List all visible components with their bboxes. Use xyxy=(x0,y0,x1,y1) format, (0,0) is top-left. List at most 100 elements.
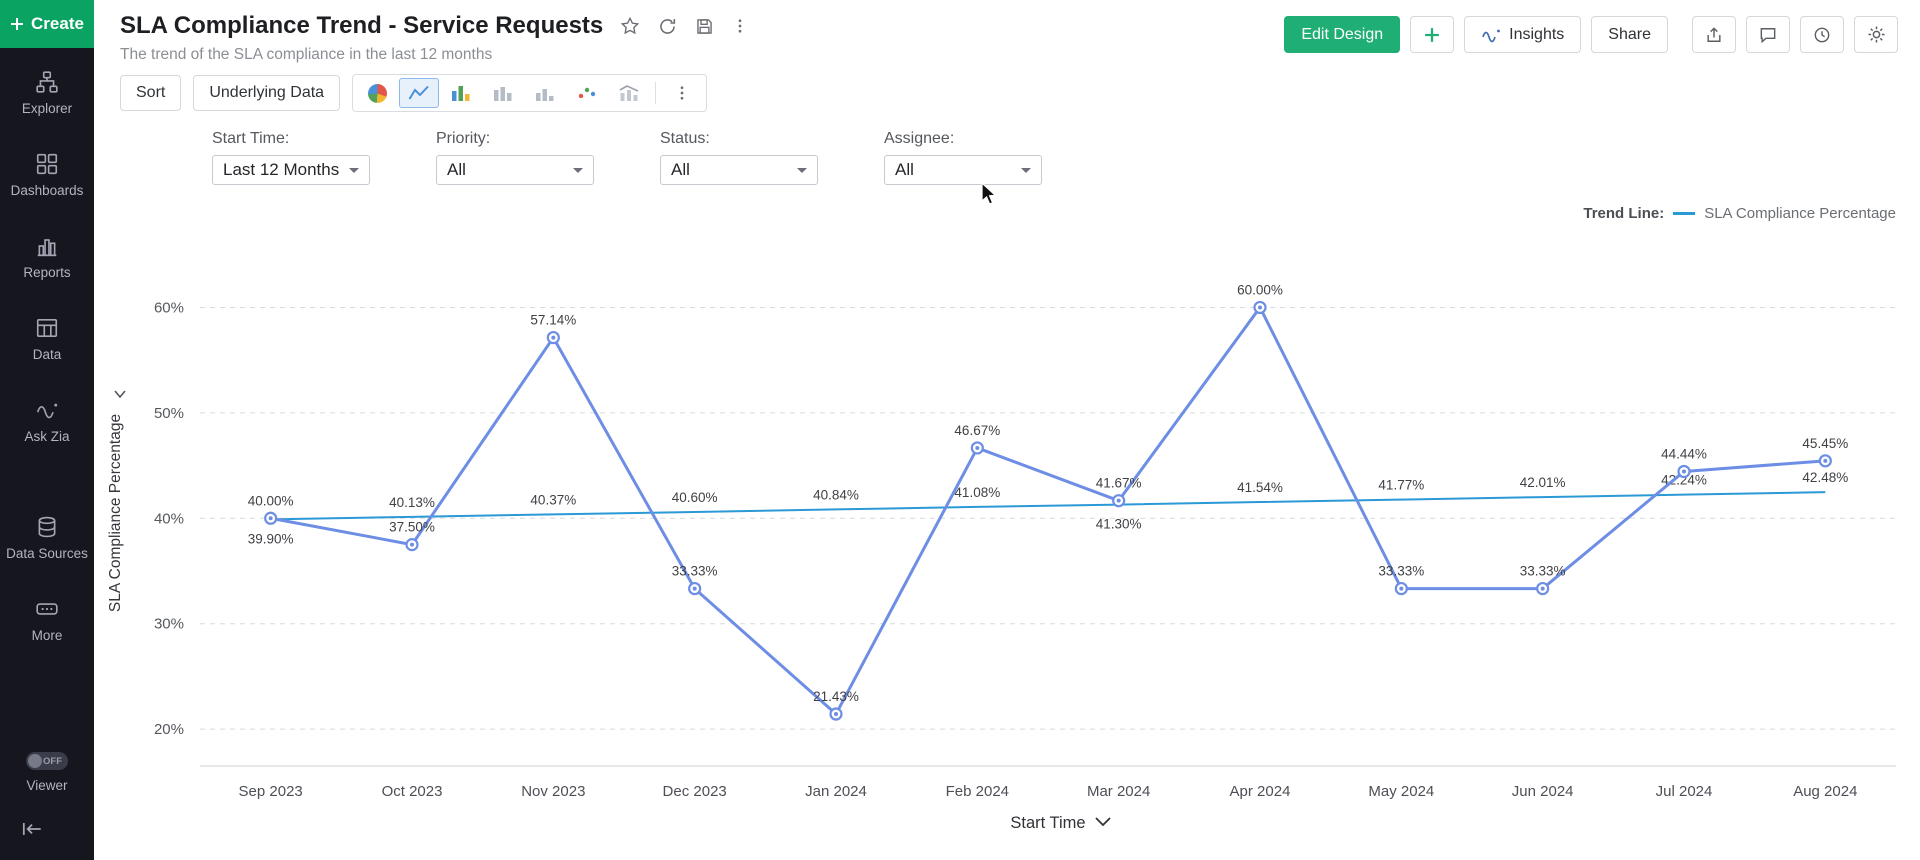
line-chart: 20% 30% 40% 50% 60% 39.90% 40.13% 40.37% 40.60% 4… xyxy=(107,282,1896,832)
y-tick-label: 20% xyxy=(154,721,184,738)
priority-select[interactable]: All xyxy=(436,155,594,185)
data-point-dot xyxy=(1540,586,1545,591)
toggle-knob xyxy=(28,754,42,769)
data-sources-icon xyxy=(38,517,56,538)
x-tick-label: Feb 2024 xyxy=(946,783,1009,800)
edit-design-button[interactable]: Edit Design xyxy=(1284,16,1401,53)
pie-chart-icon xyxy=(367,83,387,103)
report-header: SLA Compliance Trend - Service Requests xyxy=(94,0,1920,64)
y-tick-label: 60% xyxy=(154,299,184,316)
pie-chart-type-button[interactable] xyxy=(357,78,397,108)
chevron-down-icon xyxy=(797,167,807,173)
create-button[interactable]: Create xyxy=(0,0,94,48)
reports-icon xyxy=(37,238,57,256)
line-chart-type-button[interactable] xyxy=(399,78,440,108)
sort-button[interactable]: Sort xyxy=(120,75,182,111)
history-button[interactable] xyxy=(1800,16,1844,53)
x-tick-label: Jan 2024 xyxy=(805,783,867,800)
stacked-bar-chart-type-button[interactable] xyxy=(483,78,523,108)
comments-button[interactable] xyxy=(1746,16,1790,53)
add-button[interactable] xyxy=(1410,16,1455,53)
select-value: All xyxy=(895,160,914,179)
chart-type-more-button[interactable] xyxy=(662,78,702,108)
line-chart-icon xyxy=(408,85,429,100)
settings-button[interactable] xyxy=(1854,16,1898,53)
filter-label: Status: xyxy=(660,130,710,147)
x-tick-label: Aug 2024 xyxy=(1793,783,1857,800)
star-icon xyxy=(621,16,640,35)
scatter-chart-icon xyxy=(578,87,596,99)
x-tick-label: Jun 2024 xyxy=(1512,783,1574,800)
sidebar-item-label: Explorer xyxy=(21,101,73,116)
viewer-toggle[interactable]: OFF xyxy=(26,752,68,771)
sidebar: Create Explorer Dashboards xyxy=(0,0,94,860)
y-axis-chevron-icon[interactable] xyxy=(114,390,126,399)
combo-chart-icon xyxy=(619,85,639,101)
export-icon xyxy=(1707,26,1721,42)
data-point-dot xyxy=(1399,586,1404,591)
assignee-select[interactable]: All xyxy=(884,155,1042,185)
chart-toolbar: Sort Underlying Data xyxy=(94,64,1920,112)
start-time-select[interactable]: Last 12 Months xyxy=(212,155,370,185)
legend-swatch xyxy=(1673,212,1696,215)
trend-point-label: 42.01% xyxy=(1520,475,1566,490)
chevron-down-icon xyxy=(349,167,359,173)
collapse-sidebar-icon[interactable] xyxy=(20,817,44,841)
x-tick-label: Nov 2023 xyxy=(521,783,585,800)
select-value: All xyxy=(447,160,466,179)
data-point-dot xyxy=(834,712,838,717)
status-select[interactable]: All xyxy=(660,155,818,185)
sidebar-item-more[interactable]: More xyxy=(0,585,94,657)
combo-chart-type-button[interactable] xyxy=(609,78,649,108)
sidebar-item-dashboards[interactable]: Dashboards xyxy=(0,140,94,212)
x-tick-label: Dec 2023 xyxy=(663,783,727,800)
sidebar-item-data-sources[interactable]: Data Sources xyxy=(0,503,94,575)
chart-area: 20% 30% 40% 50% 60% 39.90% 40.13% 40.37% 40.60% 4… xyxy=(94,222,1920,860)
underlying-data-button[interactable]: Underlying Data xyxy=(193,75,341,111)
filter-priority: Priority: All xyxy=(436,130,594,185)
data-point-label: 33.33% xyxy=(672,564,718,579)
title-more-options-button[interactable] xyxy=(731,15,749,37)
header-icon-cluster xyxy=(1692,16,1898,53)
insights-label: Insights xyxy=(1509,25,1565,43)
save-button[interactable] xyxy=(694,16,715,37)
refresh-button[interactable] xyxy=(657,16,678,37)
toggle-state: OFF xyxy=(43,755,62,767)
trend-point-label: 42.48% xyxy=(1802,470,1848,485)
data-point-label: 37.50% xyxy=(389,520,435,535)
main-content: SLA Compliance Trend - Service Requests xyxy=(94,0,1920,860)
legend-series-label[interactable]: SLA Compliance Percentage xyxy=(1704,205,1896,222)
x-axis-chevron-icon[interactable] xyxy=(1095,817,1111,827)
refresh-icon xyxy=(660,18,676,34)
bar-chart-type-button[interactable] xyxy=(441,78,481,108)
ask-zia-icon xyxy=(36,403,58,418)
data-point-dot xyxy=(1682,469,1686,474)
trend-point-label: 40.84% xyxy=(813,487,859,502)
data-point-dot xyxy=(692,586,697,591)
favorite-button[interactable] xyxy=(619,15,641,37)
y-axis-title[interactable]: SLA Compliance Percentage xyxy=(107,414,124,612)
data-point-dot xyxy=(410,542,414,547)
trend-point-label: 40.13% xyxy=(389,495,435,510)
filter-label: Start Time: xyxy=(212,130,290,147)
filters-bar: Start Time: Last 12 Months Priority: All… xyxy=(94,112,1920,185)
sidebar-item-label: Reports xyxy=(23,264,71,280)
x-axis-title[interactable]: Start Time xyxy=(1010,814,1085,832)
sidebar-item-reports[interactable]: Reports xyxy=(0,222,94,294)
scatter-chart-type-button[interactable] xyxy=(567,78,607,108)
select-value: Last 12 Months xyxy=(223,160,340,179)
export-button[interactable] xyxy=(1692,16,1736,53)
y-tick-label: 50% xyxy=(154,405,184,422)
data-point-label: 21.43% xyxy=(813,689,859,704)
sidebar-item-data[interactable]: Data xyxy=(0,304,94,376)
share-button[interactable]: Share xyxy=(1591,16,1668,53)
column-chart-type-button[interactable] xyxy=(525,78,565,108)
data-point-dot xyxy=(1116,498,1121,503)
sidebar-item-explorer[interactable]: Explorer xyxy=(0,58,94,130)
trend-point-label: 40.60% xyxy=(672,490,718,505)
y-tick-label: 30% xyxy=(154,616,184,633)
sidebar-item-ask-zia[interactable]: Ask Zia xyxy=(0,386,94,458)
x-tick-label: Jul 2024 xyxy=(1656,783,1713,800)
insights-button[interactable]: Insights xyxy=(1464,16,1582,53)
